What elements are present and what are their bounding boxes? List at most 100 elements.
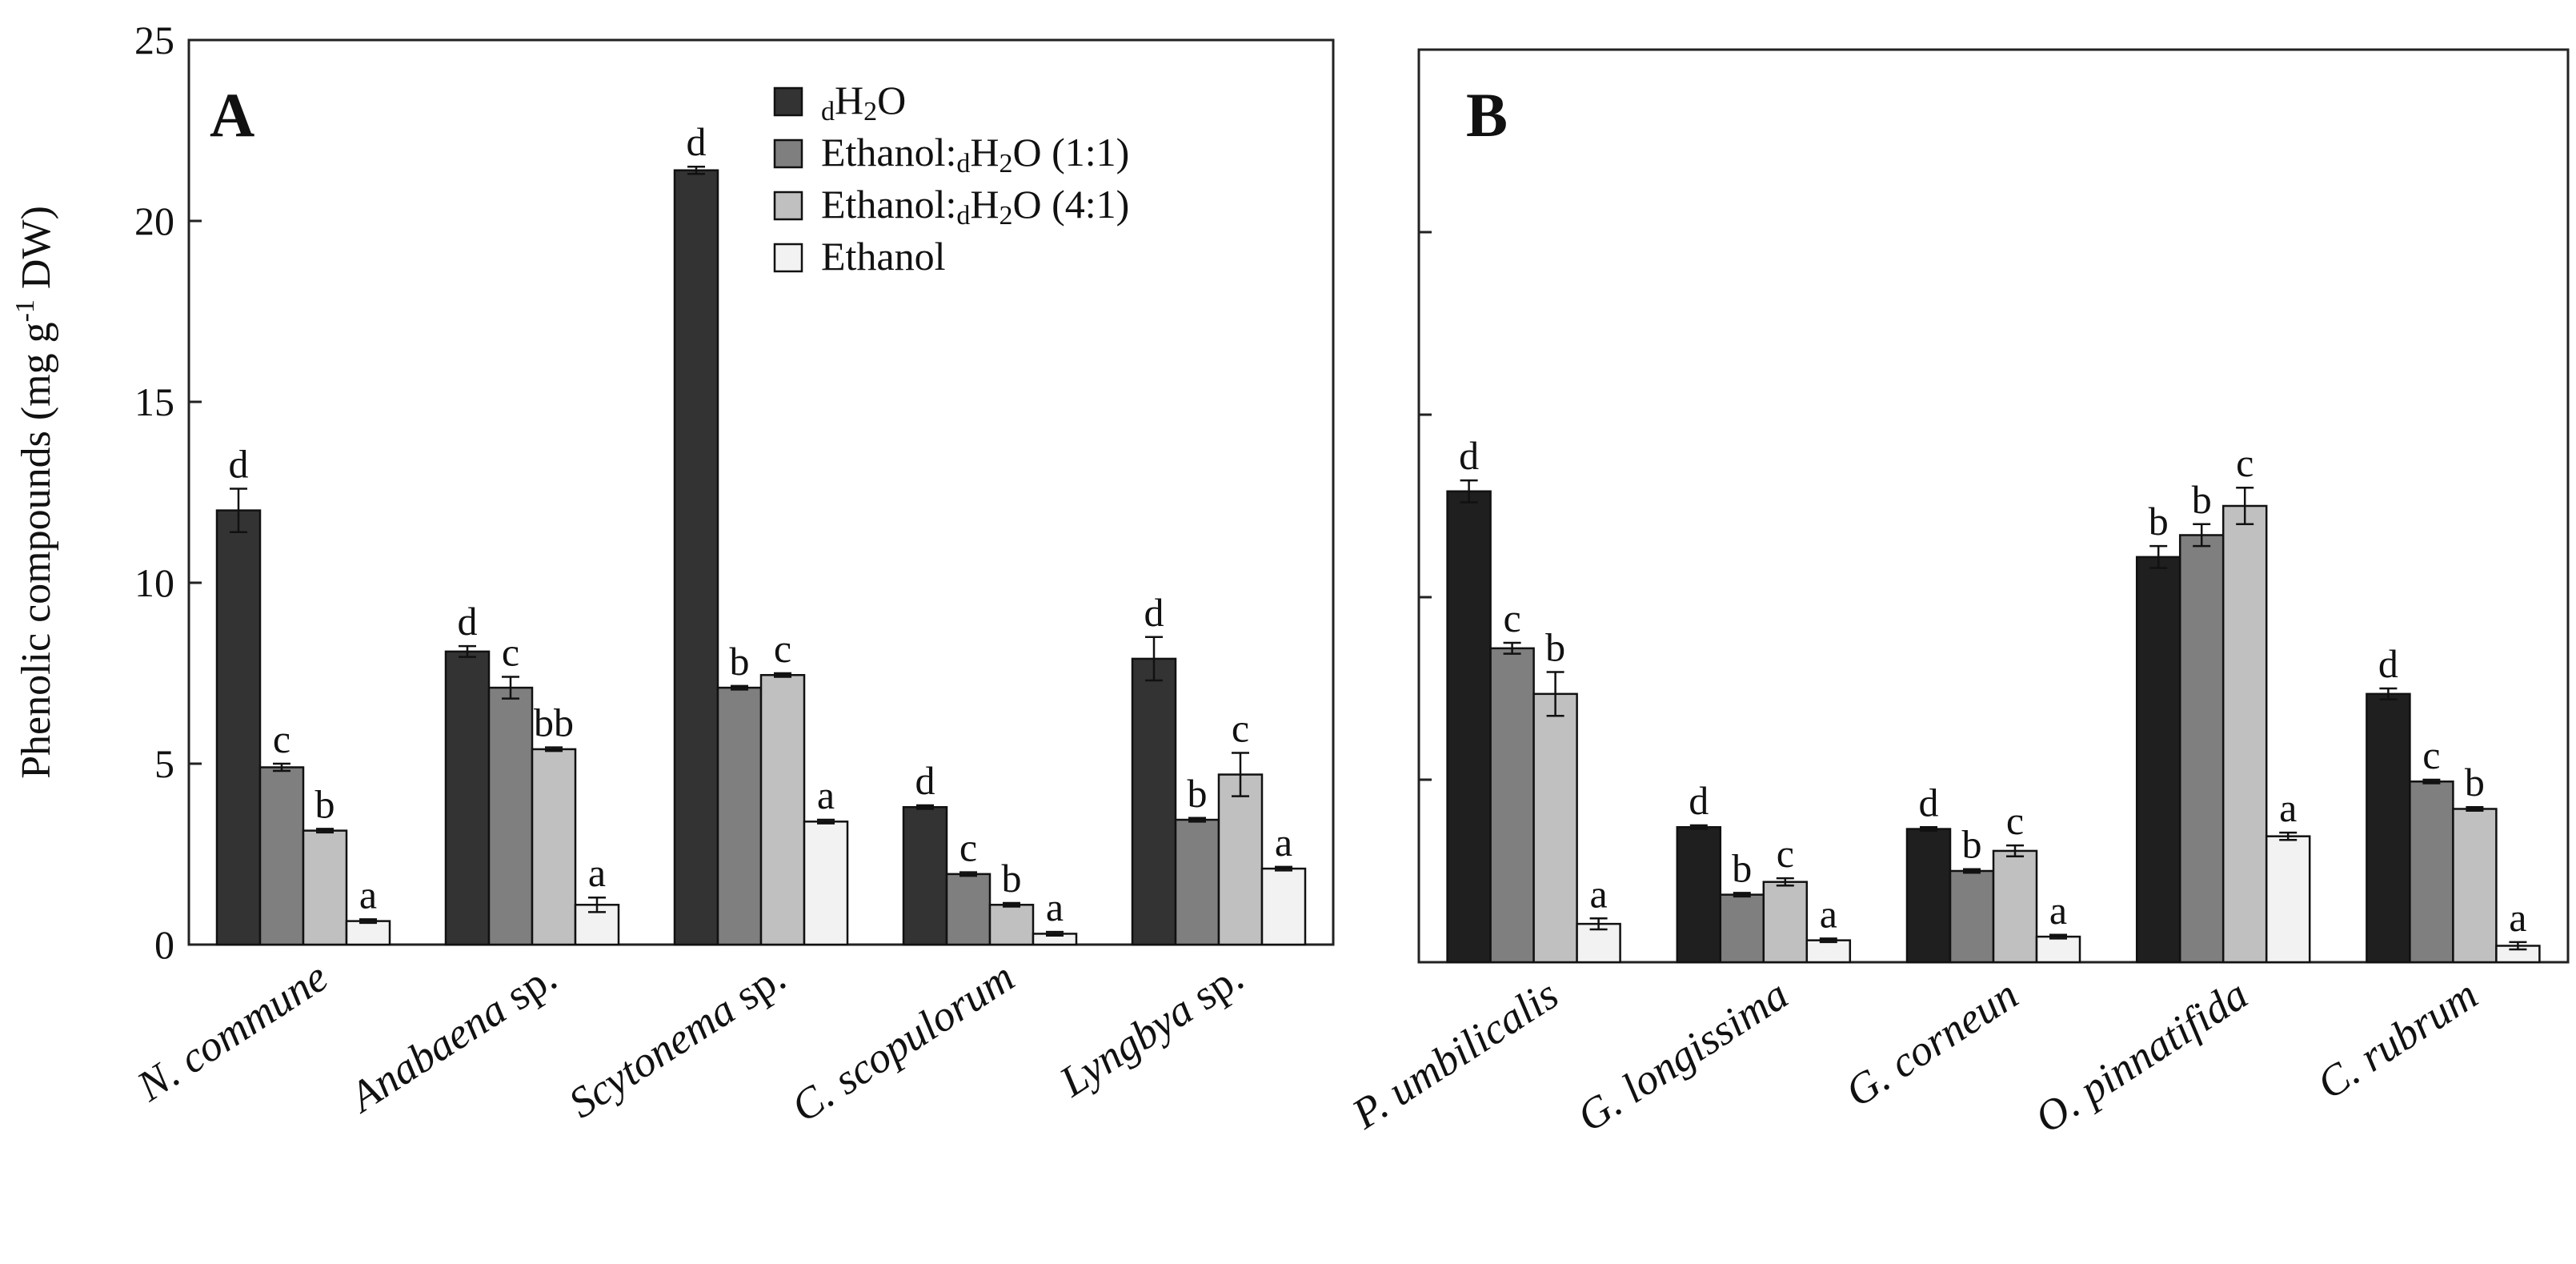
legend-label-part: H xyxy=(835,78,863,122)
legend-label-part: Ethanol: xyxy=(821,130,956,175)
bar xyxy=(2178,534,2225,964)
legend-label-part: 2 xyxy=(1000,201,1013,231)
significance-letter: c xyxy=(2236,440,2253,485)
significance-letter: c xyxy=(1777,831,1794,876)
bar xyxy=(302,829,348,946)
bar xyxy=(2221,504,2268,964)
significance-letter: d xyxy=(458,599,478,644)
legend-label-part: 2 xyxy=(1000,149,1013,179)
legend-label-part: O xyxy=(877,78,906,122)
significance-letter: d xyxy=(1459,433,1479,478)
significance-letter: c xyxy=(1232,705,1249,750)
legend-label-part: O (1:1) xyxy=(1013,130,1130,175)
significance-letter: a xyxy=(359,872,377,917)
bar xyxy=(716,686,763,946)
legend-label: Ethanol:dH2O (1:1) xyxy=(821,130,1129,179)
significance-letter: a xyxy=(1046,885,1064,929)
bar xyxy=(1217,773,1264,946)
legend-label-part: O (4:1) xyxy=(1013,182,1130,227)
bar xyxy=(2452,808,2498,964)
bar xyxy=(2366,692,2411,964)
legend-label: Ethanol xyxy=(821,234,946,279)
bar xyxy=(1260,867,1307,946)
legend-label-part: d xyxy=(821,97,835,126)
significance-letter: b xyxy=(1002,856,1022,901)
bar xyxy=(1905,828,1952,964)
y-tick-label: 20 xyxy=(134,199,174,243)
significance-letter: b xyxy=(730,639,750,684)
significance-letter: a xyxy=(1275,820,1292,865)
y-axis-ticks: 0 5 10 15 20 25 xyxy=(134,18,202,967)
significance-letter: c xyxy=(2422,732,2440,777)
bar xyxy=(2035,935,2081,964)
significance-letter: c xyxy=(2006,798,2024,843)
bar xyxy=(1805,939,1852,964)
legend-label: dH2O xyxy=(821,78,906,126)
bar xyxy=(2135,556,2181,964)
legend-label: Ethanol:dH2O (4:1) xyxy=(821,182,1129,231)
significance-letter: d xyxy=(1689,778,1709,823)
bar xyxy=(258,766,305,946)
legend-label-part: Ethanol: xyxy=(821,182,956,227)
bar xyxy=(1676,826,1722,964)
legend-label-part: Ethanol xyxy=(821,234,946,279)
significance-letter: a xyxy=(2049,888,2067,933)
bar xyxy=(1174,818,1220,946)
significance-letter: b xyxy=(1962,822,1982,867)
significance-letter: a xyxy=(2509,895,2526,940)
legend-swatch xyxy=(773,243,803,273)
bar xyxy=(1949,869,1995,964)
bar xyxy=(1992,849,2038,964)
y-tick-label: 15 xyxy=(134,379,174,424)
bar xyxy=(531,748,577,946)
legend-swatch xyxy=(773,191,803,221)
significance-letter: b xyxy=(1732,845,1752,890)
y-axis-label: Phenolic compounds (mg g-1 DW) xyxy=(10,206,59,779)
significance-letter: a xyxy=(1820,891,1837,936)
significance-letter: d xyxy=(1919,780,1939,825)
significance-letter: d xyxy=(915,758,935,803)
bar xyxy=(487,686,534,946)
legend-label-part: 2 xyxy=(863,97,877,126)
bar xyxy=(759,674,806,946)
legend-label-part: d xyxy=(956,201,970,231)
bar xyxy=(1131,657,1177,946)
bar xyxy=(215,509,262,946)
bar xyxy=(1532,692,1578,964)
y-tick-label: 5 xyxy=(154,741,174,786)
bar xyxy=(988,904,1035,946)
bar xyxy=(345,920,391,946)
significance-letter: d xyxy=(229,441,249,486)
legend-label-part: H xyxy=(970,130,999,175)
y-tick-label: 0 xyxy=(154,922,174,967)
panel-b-label: B xyxy=(1466,80,1508,150)
bar xyxy=(945,873,992,946)
legend-label-part: d xyxy=(956,149,970,179)
bar xyxy=(902,805,948,946)
significance-letter: c xyxy=(273,716,290,761)
significance-letter: d xyxy=(1144,590,1164,635)
significance-letter: b xyxy=(1545,624,1565,669)
significance-letter: d xyxy=(687,119,707,164)
significance-letter: b xyxy=(2465,760,2485,805)
significance-letter: c xyxy=(774,626,791,671)
significance-letter: b xyxy=(2149,499,2169,544)
bar xyxy=(2265,835,2311,964)
bar xyxy=(2409,780,2454,964)
significance-letter: a xyxy=(817,772,835,817)
significance-letter: b xyxy=(315,781,335,826)
y-tick-label: 10 xyxy=(134,560,174,605)
y-tick-label: 25 xyxy=(134,18,174,62)
significance-letter: c xyxy=(959,825,977,870)
legend-swatch xyxy=(773,86,803,117)
bar xyxy=(673,169,719,946)
significance-letter: b xyxy=(1188,771,1208,816)
significance-letter: a xyxy=(2279,785,2297,830)
legend-swatch xyxy=(773,138,803,169)
significance-letter: c xyxy=(502,630,519,675)
bar xyxy=(1489,647,1535,964)
significance-letter: a xyxy=(588,850,606,895)
